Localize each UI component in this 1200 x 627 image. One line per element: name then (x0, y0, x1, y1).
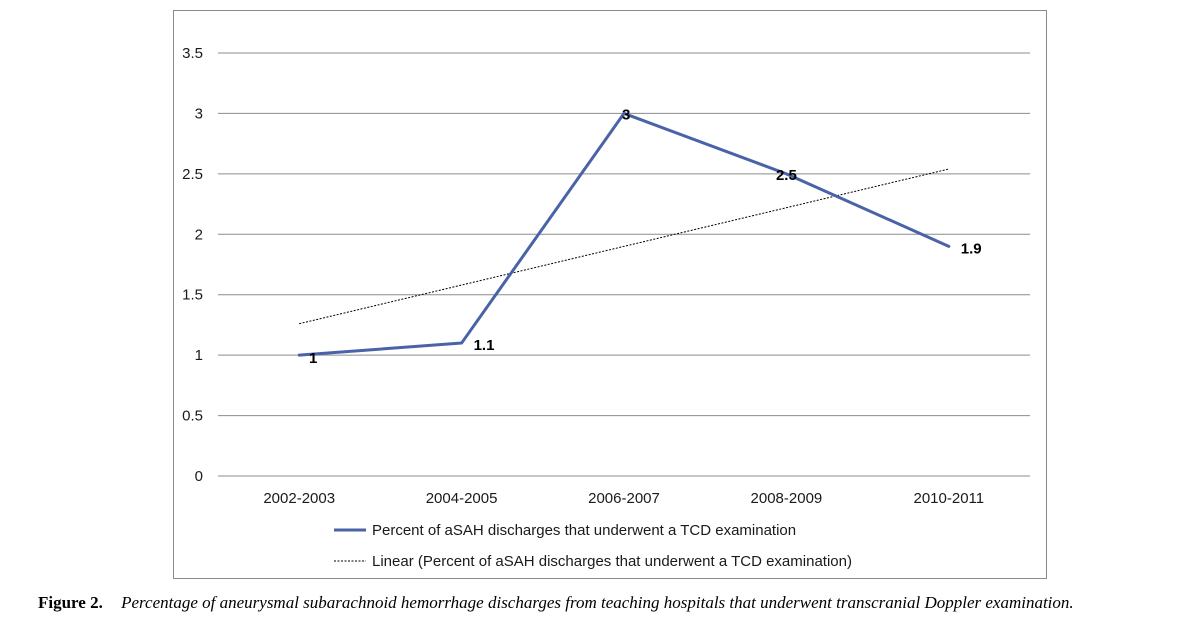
y-axis-ticks: 0 0.5 1 1.5 2 2.5 3 3.5 (182, 45, 203, 485)
x-axis-ticks: 2002-2003 2004-2005 2006-2007 2008-2009 2010… (263, 490, 984, 507)
trendline (299, 169, 949, 324)
x-tick-label: 2008-2009 (751, 490, 823, 507)
x-tick-label: 2010-2011 (913, 490, 984, 507)
x-tick-label: 2002-2003 (263, 490, 335, 507)
y-tick-label: 0 (195, 468, 203, 485)
trendline-layer (299, 169, 949, 324)
y-tick-label: 0.5 (182, 408, 203, 425)
y-tick-label: 1.5 (182, 287, 203, 304)
y-tick-label: 3.5 (182, 45, 203, 62)
data-label: 1.1 (474, 337, 495, 354)
data-label: 3 (622, 106, 630, 123)
legend-trendline-label: Linear (Percent of aSAH discharges that … (372, 553, 852, 570)
legend: Percent of aSAH discharges that underwen… (334, 522, 852, 570)
y-tick-label: 2 (195, 226, 203, 243)
caption-text: Percentage of aneurysmal subarachnoid he… (121, 593, 1074, 612)
x-tick-label: 2004-2005 (426, 490, 498, 507)
caption-label: Figure 2. (38, 593, 103, 612)
y-tick-label: 3 (195, 105, 203, 122)
data-label: 2.5 (776, 167, 797, 184)
x-tick-label: 2006-2007 (588, 490, 660, 507)
legend-series-label: Percent of aSAH discharges that underwen… (372, 522, 796, 539)
y-tick-label: 2.5 (182, 166, 203, 183)
figure-caption: Figure 2. Percentage of aneurysmal subar… (38, 593, 1188, 613)
y-tick-label: 1 (195, 347, 203, 364)
data-labels: 1 1.1 3 2.5 1.9 (309, 106, 982, 367)
data-label: 1.9 (961, 240, 982, 257)
line-chart: 0 0.5 1 1.5 2 2.5 3 3.5 2002-2003 2004-2005 2006-… (0, 0, 1200, 627)
data-label: 1 (309, 350, 317, 367)
